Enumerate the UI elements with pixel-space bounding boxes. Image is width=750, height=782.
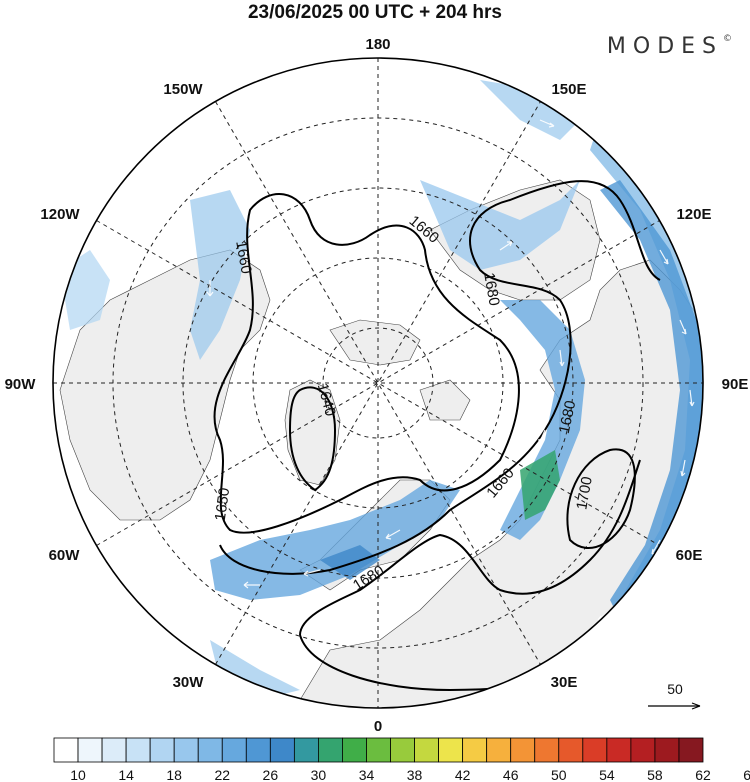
contour-label: 1660 [232,239,255,275]
colorbar-swatch [606,737,632,763]
colorbar-swatch [269,737,295,763]
modes-logo: MODES© [606,34,732,59]
colorbar-swatch [53,737,79,763]
height-contours [213,180,661,692]
meridian-label: 90E [722,376,749,393]
colorbar-swatch [558,737,584,763]
colorbar-swatch [293,737,319,763]
meridian-label: 30E [551,674,578,691]
colorbar-tick-label: 58 [647,767,663,782]
colorbar-swatch [438,737,464,763]
colorbar-tick-label: 66 [743,767,750,782]
colorbar-swatch [77,737,103,763]
meridian-label: 150E [551,81,586,98]
contour-label: 1680 [480,271,503,307]
colorbar-tick-label: 22 [214,767,230,782]
colorbar-swatch [582,737,608,763]
colorbar-swatch [678,737,704,763]
colorbar-swatch [654,737,680,763]
colorbar-swatch [149,737,175,763]
colorbar-swatch [221,737,247,763]
colorbar-tick-label: 50 [551,767,567,782]
colorbar-tick-label: 54 [599,767,615,782]
meridian-label: 150W [163,81,203,98]
colorbar-swatch [630,737,656,763]
colorbar-tick-label: 14 [118,767,134,782]
colorbar-swatch [390,737,415,763]
colorbar-swatch [245,737,271,763]
colorbar-swatch [366,737,391,763]
colorbar-swatch [510,737,536,763]
colorbar-tick-label: 46 [503,767,519,782]
colorbar: 10141822263034384246505458626670 [53,737,750,782]
colorbar-tick-label: 34 [359,767,375,782]
colorbar-swatch [197,737,223,763]
colorbar-swatch [534,737,560,763]
meridian-label: 90W [5,376,37,393]
colorbar-swatch [342,737,367,763]
contour-label: 1680 [556,399,580,435]
map-title: 23/06/2025 00 UTC + 204 hrs [247,2,503,23]
meridian-label: 60W [49,547,81,564]
contour-label: 1650 [212,487,233,522]
colorbar-swatch [486,737,512,763]
colorbar-swatch [318,737,343,763]
colorbar-tick-label: 30 [311,767,327,782]
meridian-label: 30W [173,674,205,691]
meridian-label: 60E [676,547,703,564]
colorbar-swatch [414,737,439,763]
contour-label: 1700 [573,475,596,511]
colorbar-tick-label: 42 [455,767,471,782]
colorbar-tick-label: 26 [263,767,279,782]
colorbar-swatch [173,737,199,763]
wind-vectors [206,119,695,621]
colorbar-swatch [125,737,151,763]
colorbar-tick-label: 10 [70,767,86,782]
map-boundary [52,57,704,709]
svg-text:50: 50 [667,681,683,697]
colorbar-tick-label: 18 [166,767,182,782]
colorbar-swatch [101,737,127,763]
colorbar-swatch [462,737,488,763]
meridian-label: 120E [676,206,711,223]
colorbar-tick-label: 38 [407,767,423,782]
meridian-label: 0 [374,718,382,735]
vector-key: 50 [648,681,701,710]
meridian-label: 120W [40,206,80,223]
meridian-label: 180 [365,36,390,53]
colorbar-tick-label: 62 [695,767,711,782]
